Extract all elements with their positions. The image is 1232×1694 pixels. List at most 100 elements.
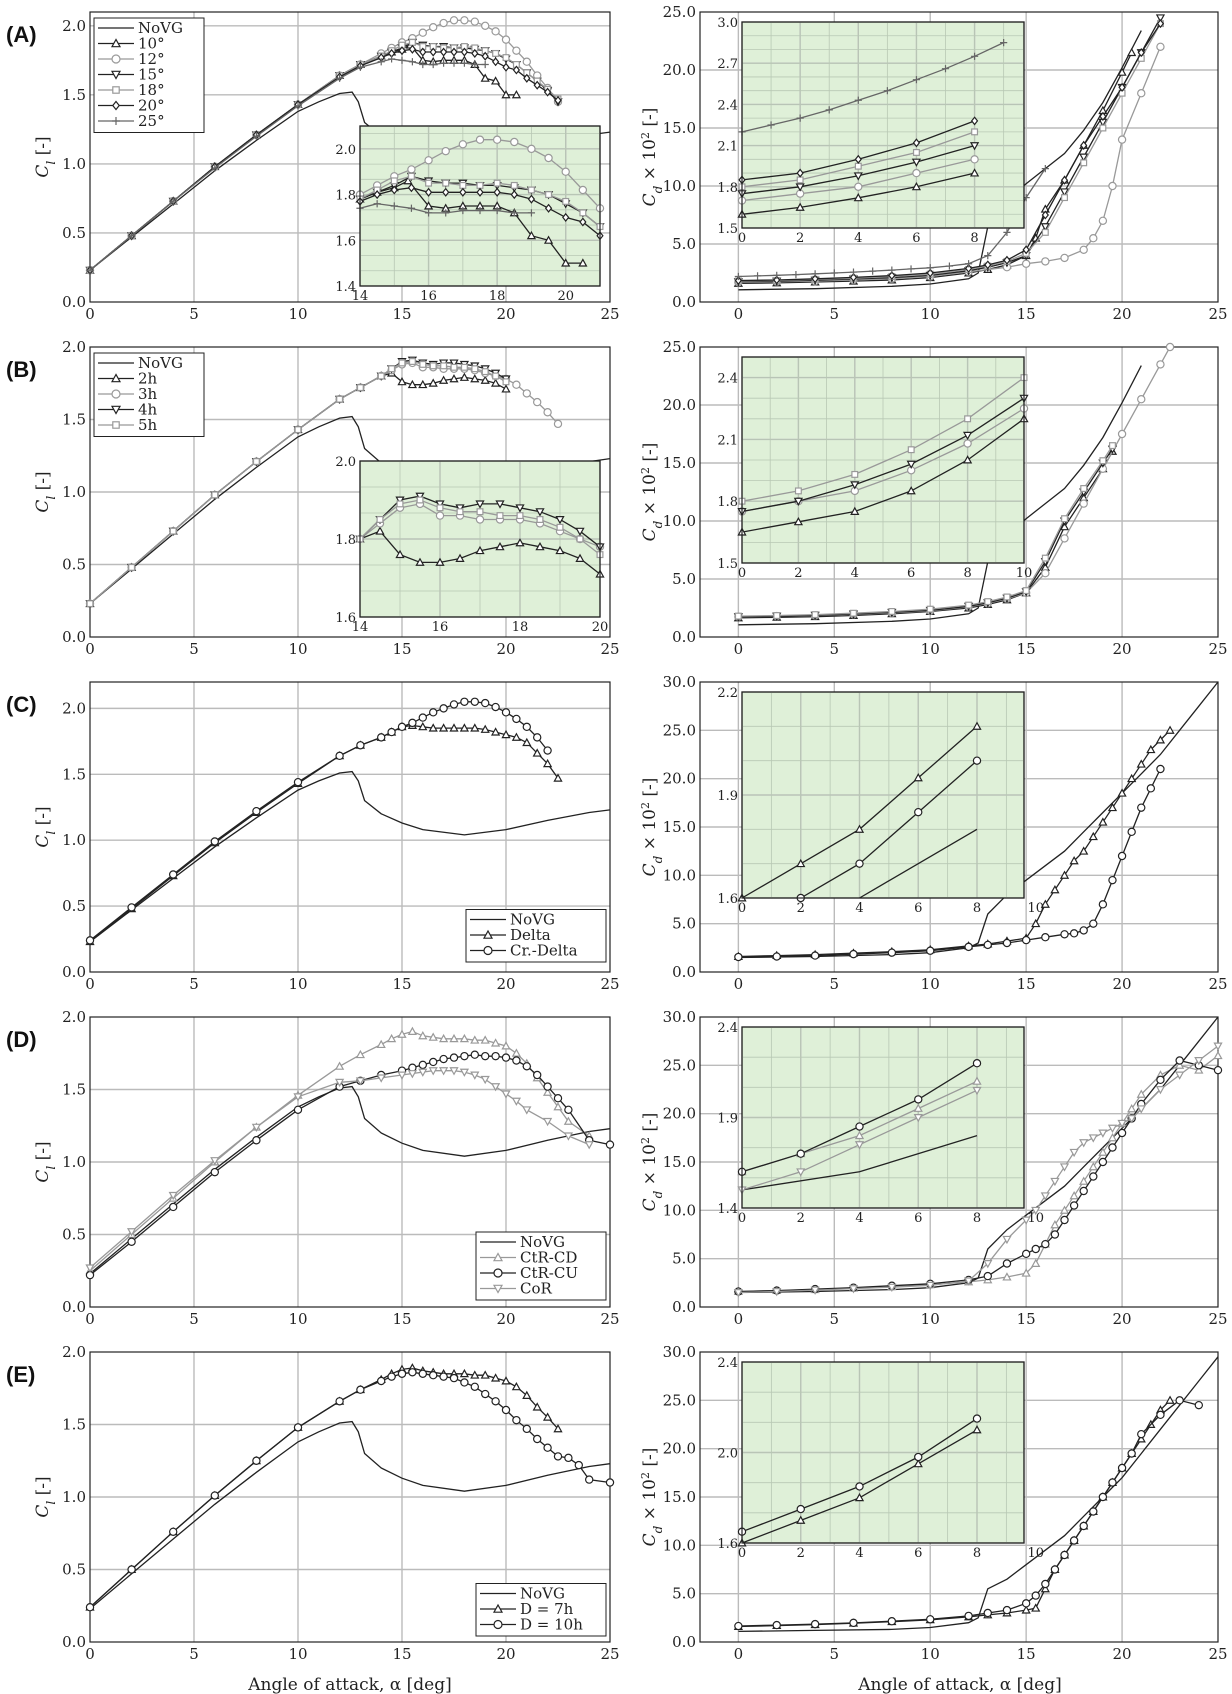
panel-2-cd-inset-y-tick-label-0: 1.6 <box>717 892 738 907</box>
panel-1-cl-point-1-11 <box>407 379 418 389</box>
panel-3-cd-point-3-1 <box>772 1288 782 1297</box>
panel-1-cd-inset: 0 2 4 6 8 10 1.5 1.8 2.1 2.4 <box>717 356 1032 581</box>
panel-0-cl-point-6-18 <box>481 60 489 69</box>
panel-4-cd-point-2-4 <box>887 1617 897 1626</box>
panel-4-cd-point-2-15 <box>1079 1521 1088 1531</box>
panel-1-cd-y-tick-label-4: 20.0 <box>663 396 696 414</box>
panel-0-cl-point-2-21 <box>512 46 521 55</box>
panel-0-cl-inset-point-2-3 <box>407 165 416 174</box>
panel-4-cd-inset-point-2-4 <box>972 1414 982 1423</box>
panel-0-cl-inset-point-2-12 <box>561 167 570 176</box>
panel-1-cl-point-4-0 <box>86 600 94 608</box>
panel-3-cl-legend-marker-1 <box>492 1252 504 1262</box>
panel-4-cl-point-1-22 <box>522 1390 532 1399</box>
panel-0-cl-point-6-6 <box>336 74 344 82</box>
panel-4-cl-point-2-23 <box>533 1434 542 1444</box>
panel-3-cl-x-tick-label-4: 20 <box>496 1310 515 1328</box>
panel-1-cd-inset-y-tick-label-3: 2.4 <box>717 372 738 387</box>
panel-3-cd-point-1-25 <box>1213 1050 1223 1060</box>
panel-4-cd-inset-point-1-2 <box>854 1492 865 1502</box>
panel-3-cd-point-3-20 <box>1127 1115 1137 1124</box>
panel-0-cl-point-5-17 <box>471 48 479 58</box>
panel-2-cl-x-tick-label-2: 10 <box>288 975 307 993</box>
panel-3-cd-point-3-18 <box>1107 1124 1118 1134</box>
panel-label-0: (A) <box>6 22 37 47</box>
panel-0-cl-point-6-5 <box>294 102 302 110</box>
panel-0-cl-point-1-18 <box>480 73 490 82</box>
panel-2-cl-point-2-2 <box>168 870 178 879</box>
panel-2-cd-point-2-0 <box>734 952 743 962</box>
panel-1-cd-inset-y-tick-label-0: 1.5 <box>717 557 738 572</box>
panel-4-cl-point-2-3 <box>210 1491 219 1500</box>
panel-2-cl-point-2-8 <box>377 733 386 742</box>
panel-4-cd-inset-y-tick-label-0: 1.6 <box>717 1537 738 1552</box>
panel-1-cl-inset-y-tick-label-1: 1.8 <box>335 533 356 548</box>
panel-2-cl-point-2-15 <box>449 700 459 709</box>
panel-1-cl-inset-point-1-9 <box>535 541 545 551</box>
panel-0-cl-inset-frame <box>359 125 601 287</box>
panel-1-cl-inset-point-4-6 <box>476 508 484 516</box>
panel-2-cl-x-tick-label-3: 15 <box>392 975 411 993</box>
panel-2-cd-inset-point-2-2 <box>914 807 923 817</box>
panel-0-cl-inset-point-4-7 <box>476 181 484 189</box>
panel-4-cd-y-tick-label-1: 5.0 <box>672 1585 696 1603</box>
panel-0-cl-inset-point-6-5 <box>442 209 450 217</box>
panel-4-cd-y-tick-label-6: 30.0 <box>663 1343 696 1361</box>
panel-2-cd-point-2-11 <box>1060 930 1069 939</box>
panel-0-cl-inset-x-tick-label-3: 20 <box>557 289 574 304</box>
panel-2-cl-point-1-17 <box>470 723 480 732</box>
panel-0-cd-point-6-13 <box>984 252 992 260</box>
panel-3-cd-inset-point-2-2 <box>855 1122 864 1131</box>
panel-0-cd-point-6-7 <box>869 267 877 275</box>
panel-1-cl-point-4-13 <box>429 362 437 370</box>
panel-0-cl-inset-y-tick-label-1: 1.6 <box>335 234 356 249</box>
panel-1-cl: 0 5 10 15 20 25 0.0 0.5 1.0 1.5 2.0 (B) Cl [-] 14 16 18… <box>6 338 620 658</box>
panel-4-cd-point-2-5 <box>926 1615 935 1624</box>
panel-2-cd-inset-y-tick-label-1: 1.9 <box>717 789 738 804</box>
panel-0-cl-point-5-13 <box>429 47 437 57</box>
panel-0-cl-legend-label-4: 18° <box>138 81 165 99</box>
panel-1-cd-x-tick-label-3: 15 <box>1017 640 1036 658</box>
panel-0-cd-point-2-16 <box>1137 88 1146 98</box>
panel-2-cl-point-1-25 <box>553 773 563 782</box>
panel-3-cd-point-1-18 <box>1107 1132 1118 1142</box>
panel-3-cl-point-2-23 <box>543 1082 552 1091</box>
panel-2-cl-legend-label-0: NoVG <box>510 911 555 929</box>
panel-3-cd-y-tick-label-1: 5.0 <box>672 1250 696 1268</box>
panel-1-cd-point-4-4 <box>888 607 896 615</box>
panel-4-cl-x-tick-label-0: 0 <box>85 1645 95 1663</box>
panel-0-cd-point-5-16 <box>1156 19 1165 29</box>
panel-2-cl-point-1-15 <box>449 723 459 732</box>
panel-0-cd-point-6-14 <box>1003 228 1011 236</box>
panel-0-cl-point-6-2 <box>169 197 177 205</box>
panel-3-cl-point-2-11 <box>418 1060 427 1070</box>
panel-3-cl-point-2-19 <box>501 1053 511 1062</box>
panel-4-cd-inset-y-tick-label-2: 2.4 <box>717 1356 738 1371</box>
panel-3-cd-inset-x-tick-label-3: 6 <box>914 1211 922 1226</box>
panel-1-cl-legend-label-2: 3h <box>138 385 158 403</box>
panel-4-cl-point-2-17 <box>470 1382 479 1392</box>
panel-1-cl-legend-label-3: 4h <box>138 401 158 419</box>
panel-0-cd-point-5-10 <box>1041 210 1049 220</box>
panel-2-cl-point-2-12 <box>418 713 427 722</box>
panel-2-cd-y-tick-label-3: 15.0 <box>663 818 696 836</box>
panel-1-cl-point-4-5 <box>294 426 302 434</box>
panel-2-cl-point-1-12 <box>418 721 428 731</box>
panel-2-cd-y-tick-label-1: 5.0 <box>672 915 696 933</box>
panel-0-cd-inset-point-4-1 <box>796 176 804 184</box>
panel-4-cl-point-2-9 <box>387 1372 396 1381</box>
panel-4-cd-point-1-11 <box>1040 1583 1050 1593</box>
panel-1-cl-inset-point-3-2 <box>395 496 405 505</box>
panel-0-cl-inset-point-5-6 <box>459 187 467 197</box>
panel-4-cd-x-tick-label-3: 15 <box>1017 1645 1036 1663</box>
panel-3-cd-point-3-21 <box>1136 1105 1146 1114</box>
panel-4-cd-inset-x-tick-label-0: 0 <box>738 1546 746 1561</box>
panel-0-cd-point-4-10 <box>1041 228 1049 236</box>
panel-2-cl-point-1-14 <box>438 723 449 732</box>
panel-1-cd-point-2-14 <box>1117 429 1127 439</box>
panel-3-cd-y-tick-label-6: 30.0 <box>663 1008 696 1026</box>
x-axis-label-left: Angle of attack, α [deg] <box>247 1675 451 1694</box>
panel-1-cl-axes-frame <box>89 346 611 638</box>
panel-2-cd-point-1-21 <box>1136 759 1146 768</box>
panel-0-cl-inset-x-tick-label-2: 18 <box>489 289 506 304</box>
